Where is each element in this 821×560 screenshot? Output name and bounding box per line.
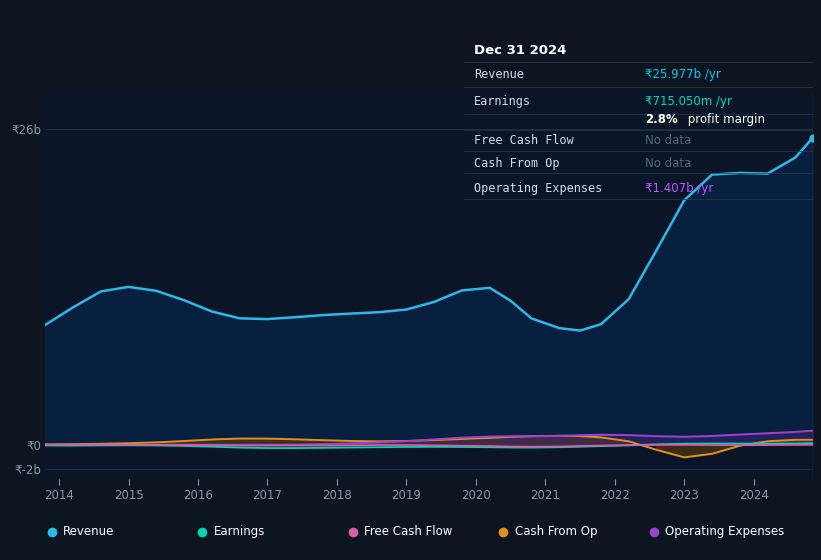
Text: Free Cash Flow: Free Cash Flow [365, 525, 452, 538]
Text: 2.8%: 2.8% [645, 113, 678, 127]
Text: Operating Expenses: Operating Expenses [475, 182, 603, 195]
Text: Earnings: Earnings [475, 95, 531, 108]
Text: Revenue: Revenue [63, 525, 115, 538]
Text: Cash From Op: Cash From Op [515, 525, 597, 538]
Text: No data: No data [645, 157, 691, 170]
Text: ₹1.407b /yr: ₹1.407b /yr [645, 182, 713, 195]
Text: Revenue: Revenue [475, 68, 524, 81]
Text: No data: No data [645, 134, 691, 147]
Text: Free Cash Flow: Free Cash Flow [475, 134, 574, 147]
Text: ₹25.977b /yr: ₹25.977b /yr [645, 68, 721, 81]
Text: ₹715.050m /yr: ₹715.050m /yr [645, 95, 732, 108]
Text: Operating Expenses: Operating Expenses [665, 525, 784, 538]
Text: Cash From Op: Cash From Op [475, 157, 560, 170]
Text: profit margin: profit margin [684, 113, 764, 127]
Text: Earnings: Earnings [213, 525, 265, 538]
Text: Dec 31 2024: Dec 31 2024 [475, 44, 566, 57]
